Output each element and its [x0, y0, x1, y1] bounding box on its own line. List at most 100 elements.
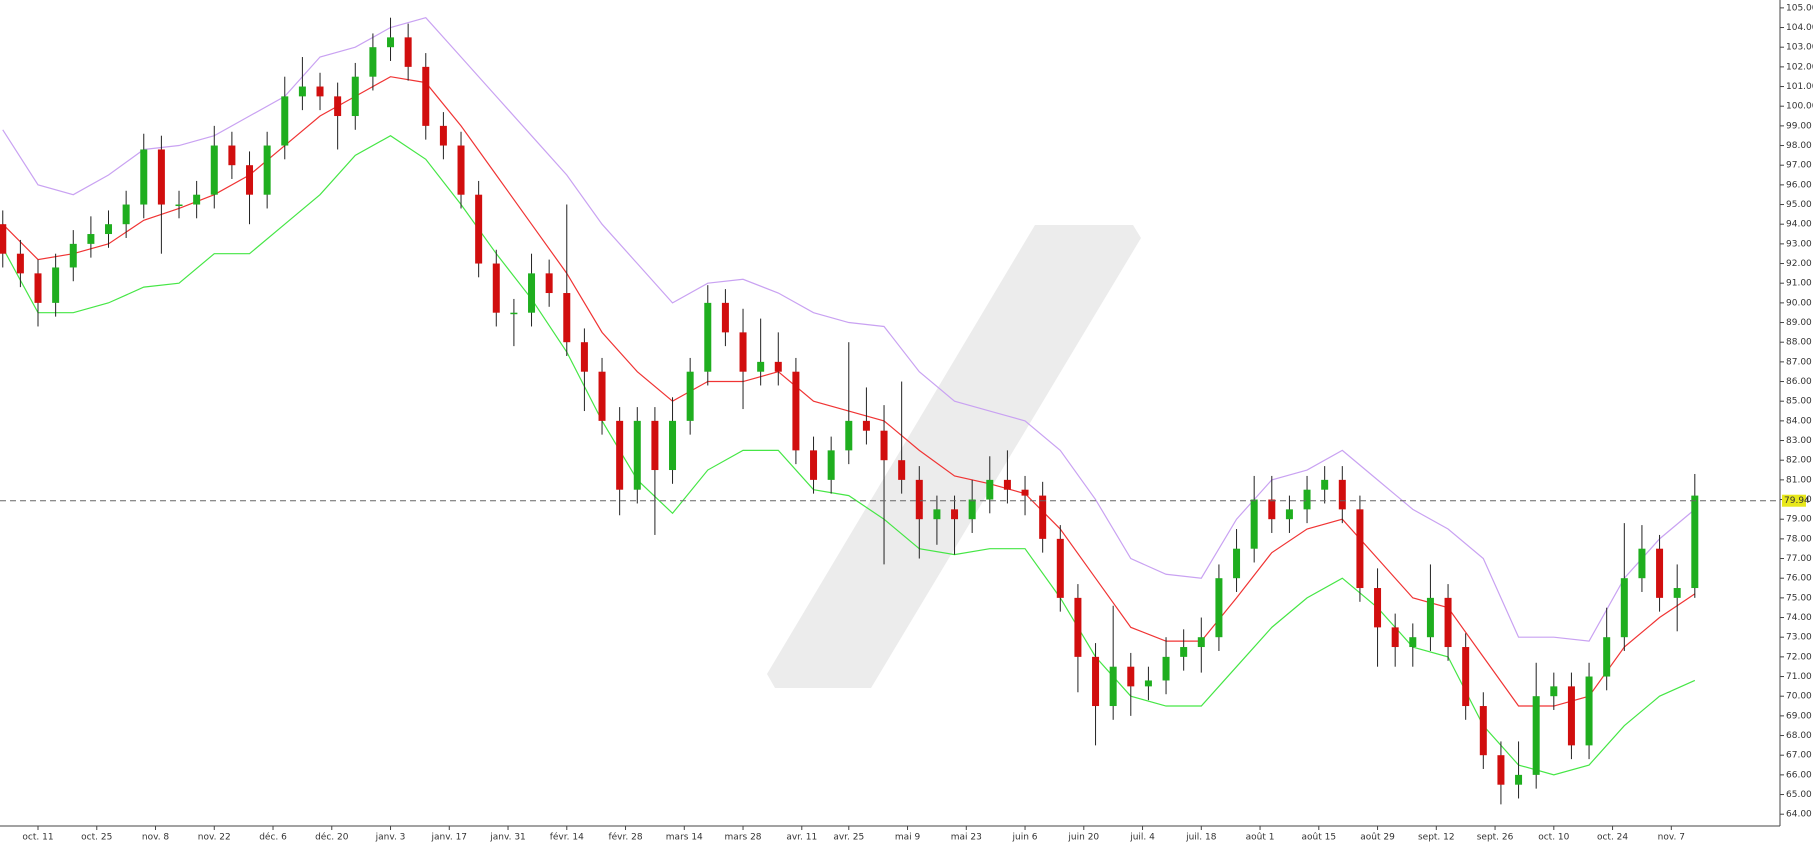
candle-body [1268, 499, 1276, 520]
x-tick-label: nov. 22 [198, 833, 231, 843]
candle-body [34, 273, 42, 303]
x-tick-label: août 1 [1246, 833, 1275, 843]
candle-body [1462, 647, 1470, 707]
candle-body [457, 145, 465, 195]
candle-body [510, 312, 518, 315]
y-tick-label: 75.00 [1786, 593, 1812, 603]
candle-body [704, 302, 712, 372]
y-tick-label: 98.00 [1786, 141, 1812, 151]
y-tick-label: 65.00 [1786, 790, 1812, 800]
candle-body [986, 479, 994, 500]
x-tick-label: nov. 8 [142, 833, 170, 843]
candle-body [968, 499, 976, 520]
candle-body [1092, 656, 1100, 707]
candle-body [669, 420, 677, 471]
candle-body [1374, 588, 1382, 628]
y-tick-label: 72.00 [1786, 652, 1812, 662]
candle-body [246, 165, 254, 195]
candle-body [1691, 495, 1699, 589]
candle-body [1620, 578, 1628, 638]
y-tick-label: 91.00 [1786, 279, 1812, 289]
y-tick-label: 99.00 [1786, 121, 1812, 131]
candle-body [175, 204, 183, 207]
watermark [767, 225, 1141, 688]
y-tick-label: 100.00 [1786, 102, 1813, 112]
candle-body [1250, 499, 1258, 549]
y-tick-label: 74.00 [1786, 613, 1812, 623]
candle-body [140, 149, 148, 205]
candle-body [1180, 647, 1188, 657]
candle-body [810, 450, 818, 480]
candle-body [1532, 696, 1540, 775]
candle-body [651, 420, 659, 471]
y-tick-label: 95.00 [1786, 200, 1812, 210]
y-tick-label: 92.00 [1786, 259, 1812, 269]
candle-body [1603, 637, 1611, 677]
x-tick-label: déc. 6 [259, 832, 287, 843]
y-tick-label: 76.00 [1786, 574, 1812, 584]
y-tick-label: 88.00 [1786, 338, 1812, 348]
candle-body [1197, 637, 1205, 648]
y-tick-label: 82.00 [1786, 456, 1812, 466]
candle-body [1039, 495, 1047, 539]
x-tick-label: févr. 14 [550, 832, 584, 843]
candle-body [845, 420, 853, 451]
y-tick-label: 67.00 [1786, 751, 1812, 761]
y-tick-label: 105.00 [1786, 3, 1813, 13]
candle-body [580, 342, 588, 372]
candle-body [87, 234, 95, 244]
candle-body [739, 332, 747, 372]
x-tick-label: avr. 11 [786, 833, 817, 843]
x-tick-label: juil. 4 [1129, 833, 1155, 843]
x-tick-label: mai 23 [951, 833, 982, 843]
x-tick-label: avr. 25 [833, 833, 864, 843]
candle-body [298, 86, 306, 97]
candle-body [862, 420, 870, 431]
x-tick-label: oct. 10 [1538, 833, 1569, 843]
y-tick-label: 90.00 [1786, 298, 1812, 308]
y-tick-label: 87.00 [1786, 357, 1812, 367]
last-price-badge [1782, 494, 1806, 507]
y-tick-label: 64.00 [1786, 810, 1812, 820]
candle-body [281, 96, 289, 146]
y-tick-label: 86.00 [1786, 377, 1812, 387]
y-tick-label: 102.00 [1786, 62, 1813, 72]
candle-body [334, 96, 342, 117]
candle-body [1673, 588, 1681, 598]
y-tick-label: 97.00 [1786, 161, 1812, 171]
candle-body [439, 125, 447, 146]
candle-body [1285, 509, 1293, 520]
candle-body [1656, 548, 1664, 598]
candle-body [1056, 538, 1064, 598]
candle-body [1109, 666, 1117, 707]
candle-body [351, 76, 359, 117]
y-tick-label: 94.00 [1786, 220, 1812, 230]
candle-body [792, 371, 800, 451]
candle-body [69, 243, 77, 268]
candle-body [404, 37, 412, 67]
candle-body [898, 460, 906, 480]
x-tick-label: mars 14 [666, 833, 703, 843]
candle-body [880, 430, 888, 461]
x-tick-label: oct. 25 [81, 833, 112, 843]
candle-body [1127, 666, 1135, 687]
candle-body [387, 37, 395, 48]
y-tick-label: 96.00 [1786, 180, 1812, 190]
candle-body [774, 361, 782, 372]
x-tick-label: juin 6 [1012, 833, 1038, 843]
candle-body [951, 509, 959, 520]
x-tick-label: mai 9 [895, 833, 921, 843]
candle-body [1567, 686, 1575, 746]
x-tick-label: juil. 18 [1185, 833, 1217, 843]
candle-body [933, 509, 941, 520]
candle-body [1162, 656, 1170, 681]
y-tick-label: 83.00 [1786, 436, 1812, 446]
candle-body [545, 273, 553, 294]
candle-body [686, 371, 694, 421]
candle-body [16, 253, 24, 274]
x-tick-label: janv. 3 [375, 833, 406, 843]
candle-body [1021, 489, 1029, 496]
y-tick-label: 79.00 [1786, 515, 1812, 525]
x-tick-label: janv. 31 [489, 833, 526, 843]
y-tick-label: 69.00 [1786, 711, 1812, 721]
